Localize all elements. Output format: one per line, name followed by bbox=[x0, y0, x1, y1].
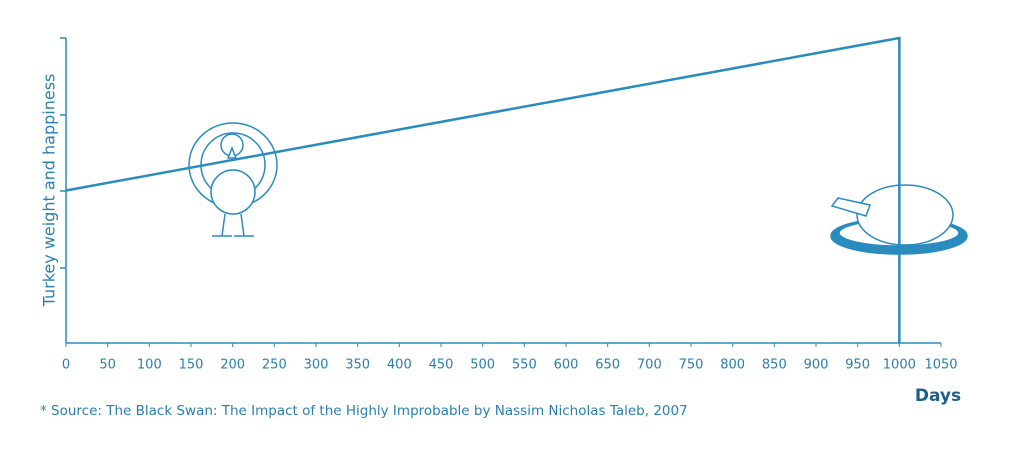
y-axis-label: Turkey weight and happiness bbox=[40, 74, 59, 308]
turkey-icon bbox=[188, 122, 278, 237]
x-tick-label: 750 bbox=[679, 358, 704, 373]
x-tick-label: 250 bbox=[262, 358, 287, 373]
x-tick-label: 500 bbox=[470, 358, 495, 373]
x-tick-label: 1000 bbox=[883, 358, 916, 373]
x-tick-label: 50 bbox=[99, 358, 116, 373]
line bbox=[65, 36, 901, 343]
x-tick-label: 100 bbox=[137, 358, 162, 373]
x-tick-label: 200 bbox=[220, 358, 245, 373]
source-note: * Source: The Black Swan: The Impact of … bbox=[40, 403, 688, 419]
x-tick-label: 400 bbox=[387, 358, 412, 373]
x-tick-label: 800 bbox=[720, 358, 745, 373]
x-tick-label: 600 bbox=[554, 358, 579, 373]
x-tick-label: 650 bbox=[595, 358, 620, 373]
x-tick-label: 300 bbox=[304, 358, 329, 373]
y-axis-ticks bbox=[60, 37, 66, 269]
x-axis-label: Days bbox=[915, 386, 961, 406]
x-tick-label: 350 bbox=[345, 358, 370, 373]
x-tick-label: 550 bbox=[512, 358, 537, 373]
x-tick-label: 450 bbox=[429, 358, 454, 373]
x-tick-label: 850 bbox=[762, 358, 787, 373]
x-tick-label: 900 bbox=[804, 358, 829, 373]
x-tick-label: 700 bbox=[637, 358, 662, 373]
x-tick-label: 950 bbox=[845, 358, 870, 373]
x-tick-label: 0 bbox=[62, 358, 70, 373]
x-tick-label: 1050 bbox=[924, 358, 957, 373]
x-tick-label: 150 bbox=[179, 358, 204, 373]
